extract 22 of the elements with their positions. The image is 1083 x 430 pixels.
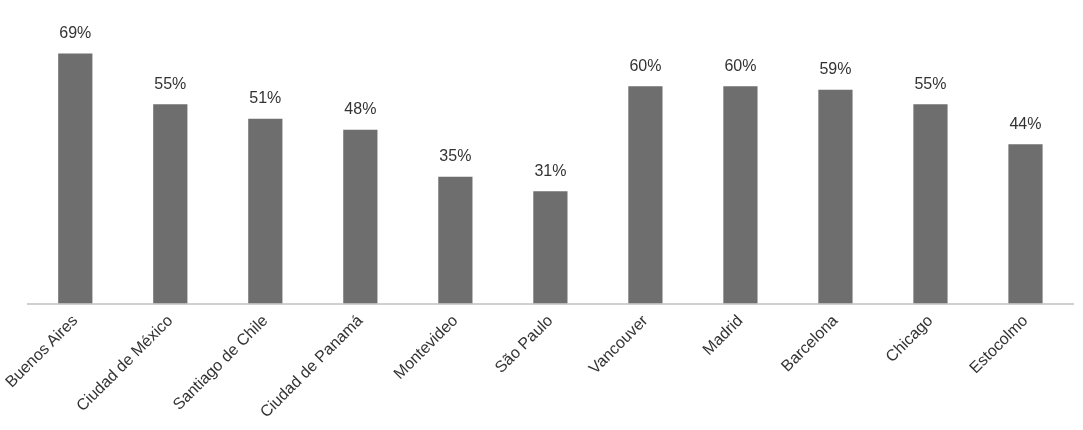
data-label: 55% — [914, 74, 947, 92]
bar — [153, 104, 188, 304]
bar — [343, 129, 378, 304]
data-label: 35% — [439, 147, 472, 165]
bar — [533, 191, 568, 304]
bar — [723, 86, 758, 304]
bar — [248, 118, 283, 304]
bar — [438, 176, 473, 304]
data-label: 60% — [629, 56, 662, 74]
bar — [58, 53, 93, 304]
data-label: 44% — [1009, 114, 1042, 132]
bar — [628, 86, 663, 304]
data-label: 51% — [249, 89, 282, 107]
data-label: 31% — [534, 161, 567, 179]
bar — [913, 104, 948, 304]
bar — [1008, 144, 1043, 304]
data-label: 69% — [59, 24, 92, 42]
data-label: 55% — [154, 74, 187, 92]
bar — [818, 89, 853, 304]
data-label: 60% — [724, 56, 757, 74]
data-label: 59% — [819, 60, 852, 78]
data-label: 48% — [344, 100, 377, 118]
